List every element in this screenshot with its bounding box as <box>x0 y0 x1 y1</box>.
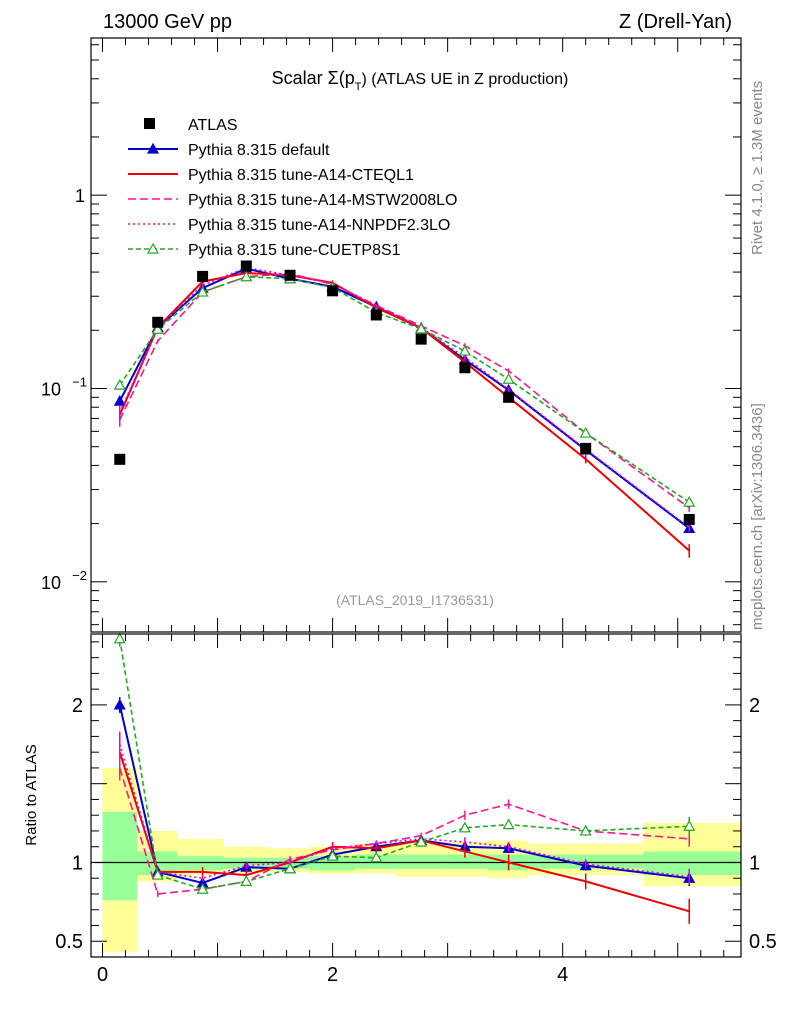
x-tick-label: 0 <box>97 964 108 986</box>
atlas-data-point <box>683 514 695 526</box>
stat-uncertainty-band <box>137 851 178 876</box>
main-y-tick-label: 1 <box>75 186 85 206</box>
ratio-series-line <box>118 638 690 891</box>
main-series-line <box>119 272 690 509</box>
axes-frames <box>90 37 742 958</box>
side-info-label: Rivet 4.1.0, ≥ 1.3M events <box>749 81 766 255</box>
atlas-data-point <box>284 269 296 281</box>
legend-series-marker <box>146 142 160 154</box>
ratio-series-line <box>118 767 690 895</box>
main-series-marker <box>196 285 209 297</box>
atlas-data-point <box>114 453 126 465</box>
ratio-y-tick-label: 1 <box>72 852 83 874</box>
ratio-series-marker <box>113 698 126 710</box>
ratio-y-tick-label: 0.5 <box>55 931 83 953</box>
ratio-series-line <box>118 704 690 884</box>
ratio-frame <box>90 633 742 958</box>
main-series-marker <box>502 373 515 384</box>
legend-atlas-marker <box>144 118 155 129</box>
ratio-y-tick-label: 2 <box>72 695 83 717</box>
main-y-tick-label: 10 <box>41 379 61 399</box>
atlas-data-point <box>459 362 471 374</box>
ratio-series-line <box>118 744 690 880</box>
atlas-data-points <box>114 260 695 526</box>
atlas-data-point <box>370 309 382 321</box>
legend-series-marker <box>146 242 160 254</box>
legend-series-label: Pythia 8.315 tune-A14-CTEQL1 <box>188 167 414 184</box>
chart-title: Scalar Σ(pT) (ATLAS UE in Z production) <box>272 68 569 93</box>
atlas-data-point <box>327 285 339 297</box>
main-y-tick-label: 10 <box>41 573 61 593</box>
side-source-label: mcplots.cern.ch [arXiv:1306.3436] <box>749 403 766 630</box>
legend-series-label: Pythia 8.315 tune-A14-NNPDF2.3LO <box>188 217 450 234</box>
stat-uncertainty-band <box>395 854 442 869</box>
ratio-series-marker <box>370 851 383 863</box>
legend-atlas-label: ATLAS <box>188 117 238 134</box>
ratio-series-marker <box>196 883 209 894</box>
main-series-line <box>119 275 690 503</box>
legend-series-label: Pythia 8.315 tune-A14-MSTW2008LO <box>188 192 457 209</box>
main-series-group <box>113 262 696 558</box>
ratio-series-marker <box>579 824 592 836</box>
ratio-series-marker <box>326 849 339 861</box>
main-series-marker <box>683 495 696 507</box>
main-series-marker <box>458 344 471 356</box>
main-series-line <box>119 266 690 529</box>
axis-ticks: 1 10 −1 10 −2 0.5 0.5 1 1 2 2 0 2 4 <box>41 38 777 986</box>
atlas-data-point <box>152 316 164 328</box>
main-series-line <box>118 267 690 530</box>
atlas-data-point <box>197 270 209 282</box>
atlas-data-point <box>503 391 515 403</box>
ratio-series-marker <box>151 868 164 880</box>
chart-title-suffix: ) (ATLAS UE in Z production) <box>362 71 569 88</box>
process-label: Z (Drell-Yan) <box>619 11 732 33</box>
ratio-series-marker <box>284 862 297 874</box>
x-tick-label: 4 <box>557 964 568 986</box>
ratio-series-marker <box>502 818 515 830</box>
main-series-marker <box>579 426 592 438</box>
stat-uncertainty-band <box>643 851 741 876</box>
main-series-line <box>118 272 690 552</box>
analysis-id-label: (ATLAS_2019_I1736531) <box>336 592 494 608</box>
ratio-series-group <box>113 632 696 924</box>
ratio-ylabel: Ratio to ATLAS <box>23 744 40 845</box>
chart-title-prefix: Scalar Σ(p <box>272 68 355 88</box>
main-y-tick-base: 10 <box>41 573 61 593</box>
ratio-y-tick-label-right: 2 <box>749 695 760 717</box>
main-frame <box>90 37 742 633</box>
atlas-data-point <box>580 442 592 454</box>
main-series-marker <box>415 322 428 334</box>
main-series-marker <box>151 323 164 334</box>
main-series-marker <box>113 378 126 390</box>
ratio-series-marker <box>113 632 126 644</box>
legend-series-label: Pythia 8.315 default <box>188 142 330 159</box>
atlas-data-point <box>240 260 252 272</box>
stat-uncertainty-band <box>441 854 488 869</box>
stat-uncertainty-band <box>102 812 138 901</box>
ratio-y-tick-label-right: 0.5 <box>749 931 777 953</box>
ratio-series-marker <box>415 835 428 847</box>
main-y-tick-exponent: −2 <box>72 568 87 583</box>
ratio-series-marker <box>458 821 471 833</box>
ratio-y-tick-label-right: 1 <box>749 852 760 874</box>
ratio-uncertainty-bands <box>102 767 741 953</box>
atlas-data-point <box>415 333 427 345</box>
chart-title-sub: T <box>355 81 362 93</box>
stat-uncertainty-band <box>177 856 224 871</box>
legend-series-label: Pythia 8.315 tune-CUETP8S1 <box>188 242 401 259</box>
ratio-series-marker <box>683 819 696 831</box>
ratio-series-line <box>118 751 690 913</box>
ratio-series-marker <box>240 875 253 886</box>
main-y-tick-base: 10 <box>41 379 61 399</box>
main-series-marker <box>113 394 126 406</box>
x-tick-label: 2 <box>327 964 338 986</box>
main-y-tick-exponent: −1 <box>72 374 87 389</box>
main-series-marker <box>240 270 253 282</box>
energy-label: 13000 GeV pp <box>103 11 232 33</box>
legend: ATLAS Pythia 8.315 default Pythia 8.315 tu… <box>128 117 457 259</box>
